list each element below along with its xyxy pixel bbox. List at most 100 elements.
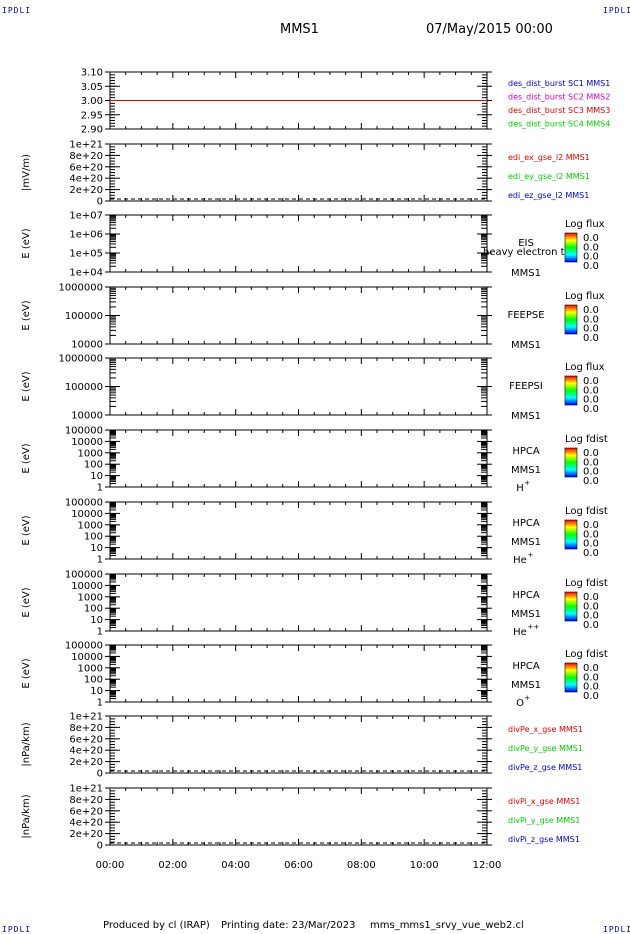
panel-frame xyxy=(109,501,488,560)
corner-label-bottom-right: IPDLI xyxy=(603,925,630,934)
tick-label: 100000 xyxy=(65,426,103,437)
tick-label: 2.90 xyxy=(81,125,103,136)
tick-label: 10 xyxy=(90,543,103,554)
species-charge-label: + xyxy=(524,694,530,702)
y-axis-label: E (eV) xyxy=(21,515,32,545)
tick-label: 10000 xyxy=(71,411,103,422)
tick-label: 100 xyxy=(84,532,103,543)
colorbar-title: Log fdist xyxy=(565,578,608,589)
tick-label: 1000000 xyxy=(58,283,103,294)
colorbar-tick-label: 0.0 xyxy=(583,611,599,622)
colorbar xyxy=(564,232,578,263)
colorbar-tick-label: 0.0 xyxy=(583,242,599,253)
tick-label: 1e+21 xyxy=(69,712,103,723)
tick-label: 1000 xyxy=(78,520,103,531)
tick-label: 1e+04 xyxy=(69,268,103,279)
colorbar-tick-label: 0.0 xyxy=(583,548,599,559)
colorbar-tick-label: 0.0 xyxy=(583,476,599,487)
y-axis-label: E (eV) xyxy=(21,228,32,258)
colorbar-tick-label: 0.0 xyxy=(583,672,599,683)
colorbar-tick-label: 0.0 xyxy=(583,376,599,387)
instrument-label: HPCA xyxy=(512,661,540,672)
figure-title: MMS1 xyxy=(280,22,319,37)
colorbar-tick-label: 0.0 xyxy=(583,682,599,693)
colorbar-title: Log fdist xyxy=(565,506,608,517)
tick-label: 1e+07 xyxy=(69,211,103,222)
species-label: He xyxy=(513,555,527,566)
tick-label: 1000 xyxy=(78,663,103,674)
tick-label: 1 xyxy=(97,627,103,638)
tick-label: 100000 xyxy=(65,570,103,581)
panel-frame xyxy=(109,214,488,273)
legend-entry: edi_ey_gse_l2 MMS1 xyxy=(508,172,590,181)
corner-label-top-right: IPDLI xyxy=(603,6,630,15)
colorbar-title: Log fdist xyxy=(565,434,608,445)
legend-entry: divPe_z_gse MMS1 xyxy=(508,763,582,772)
legend-entry: divPi_x_gse MMS1 xyxy=(508,797,580,806)
panel-frame xyxy=(109,787,488,846)
tick-label: 0 xyxy=(97,197,103,208)
species-label: O xyxy=(516,698,524,709)
panel-frame xyxy=(109,715,488,774)
tick-label: 0 xyxy=(97,769,103,780)
colorbar-tick-label: 0.0 xyxy=(583,691,599,702)
tick-label: 0 xyxy=(97,841,103,852)
instrument-label: HPCA xyxy=(512,518,540,529)
colorbar-title: Log flux xyxy=(565,362,605,373)
x-tick-label: 12:00 xyxy=(473,860,502,871)
colorbar xyxy=(564,375,578,406)
panel-frame xyxy=(109,573,488,632)
footer-producer: Produced by cl (IRAP) xyxy=(103,920,210,931)
tick-label: 6e+20 xyxy=(69,734,103,745)
legend-entry: des_dist_burst SC3 MMS3 xyxy=(508,106,610,115)
legend-entry: edi_ez_gse_l2 MMS1 xyxy=(508,191,589,200)
tick-label: 2e+20 xyxy=(69,757,103,768)
tick-label: 10000 xyxy=(71,340,103,351)
species-label: H xyxy=(516,483,524,494)
y-axis-label: |nPa/km) xyxy=(21,794,32,838)
tick-label: 10000 xyxy=(71,509,103,520)
colorbar-tick-label: 0.0 xyxy=(583,385,599,396)
x-tick-label: 06:00 xyxy=(284,860,313,871)
x-tick-label: 04:00 xyxy=(221,860,250,871)
colorbar-tick-label: 0.0 xyxy=(583,592,599,603)
colorbar-tick-label: 0.0 xyxy=(583,663,599,674)
tick-label: 3.00 xyxy=(81,96,103,107)
tick-label: 1e+21 xyxy=(69,140,103,151)
panel-frame xyxy=(109,143,488,202)
instrument-label: EIS xyxy=(518,238,534,249)
tick-label: 2e+20 xyxy=(69,185,103,196)
colorbar-title: Log fdist xyxy=(565,649,608,660)
colorbar-tick-label: 0.0 xyxy=(583,314,599,325)
footer-file: mms_mms1_srvy_vue_web2.cl xyxy=(370,920,524,931)
tick-label: 1 xyxy=(97,698,103,709)
overlay-label: heavy electron to xyxy=(483,247,571,258)
instrument-label: HPCA xyxy=(512,590,540,601)
colorbar-tick-label: 0.0 xyxy=(583,620,599,631)
colorbar-tick-label: 0.0 xyxy=(583,457,599,468)
colorbar-tick-label: 0.0 xyxy=(583,448,599,459)
tick-label: 100000 xyxy=(65,382,103,393)
colorbar-tick-label: 0.0 xyxy=(583,395,599,406)
spacecraft-label: MMS1 xyxy=(511,680,541,691)
tick-label: 2e+20 xyxy=(69,829,103,840)
panel-frame xyxy=(109,644,488,703)
tick-label: 6e+20 xyxy=(69,162,103,173)
y-axis-label: E (eV) xyxy=(21,587,32,617)
tick-label: 6e+20 xyxy=(69,806,103,817)
spacecraft-label: MMS1 xyxy=(511,609,541,620)
colorbar-title: Log flux xyxy=(565,291,605,302)
tick-label: 100 xyxy=(84,460,103,471)
colorbar xyxy=(564,591,578,622)
tick-label: 10 xyxy=(90,615,103,626)
colorbar-title: Log flux xyxy=(565,219,605,230)
legend-entry: divPi_y_gse MMS1 xyxy=(508,816,580,825)
x-tick-label: 02:00 xyxy=(158,860,187,871)
tick-label: 2.95 xyxy=(81,110,103,121)
species-label: He xyxy=(513,627,527,638)
colorbar xyxy=(564,519,578,550)
legend-entry: divPe_x_gse MMS1 xyxy=(508,725,583,734)
panel-frame xyxy=(109,286,488,345)
colorbar-tick-label: 0.0 xyxy=(583,467,599,478)
colorbar-tick-label: 0.0 xyxy=(583,324,599,335)
